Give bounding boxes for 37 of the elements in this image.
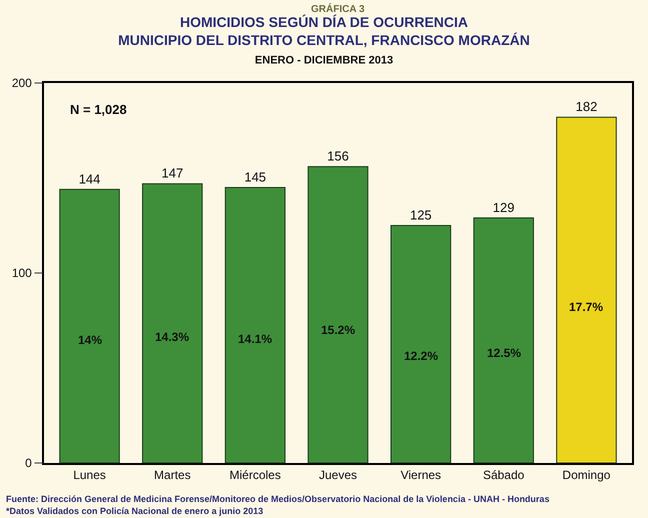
data-label: 156 [327, 148, 349, 164]
data-label: 144 [78, 171, 100, 186]
annotation: 15.2% [321, 323, 356, 337]
chart-title: HOMICIDIOS SEGÚN DÍA DE OCURRENCIA MUNICIPIO DEL DISTRITO CENTRAL, FRANCISCO MORAZÁN [118, 14, 530, 48]
y-tick-label: 200 [12, 76, 32, 90]
bar [224, 187, 286, 463]
bar [473, 217, 534, 463]
data-label: 129 [492, 200, 514, 215]
annotation: 14% [78, 333, 102, 347]
annotation: 17.7% [569, 300, 604, 314]
y-tick-label: 0 [25, 456, 32, 470]
annotation: 12.2% [404, 349, 438, 363]
text: GRÁFICA 3 [311, 3, 365, 15]
annotation: 14.3% [155, 330, 190, 344]
bar [308, 166, 368, 463]
x-tick-label: Domingo [562, 468, 611, 482]
data-label: 147 [162, 166, 184, 181]
data-label: 125 [410, 208, 432, 222]
x-tick-label: Lunes [73, 468, 106, 482]
x-tick-label: Martes [154, 468, 191, 482]
annotation: 12.5% [487, 346, 522, 360]
bar [390, 225, 452, 463]
bar [59, 188, 120, 463]
source-note: Fuente: Dirección General de Medicina Forense/Monitoreo de Medios/Observatorio Nacional de la Violencia - UNAH - Honduras [6, 494, 550, 504]
chart-subtitle: ENERO - DICIEMBRE 2013 [254, 54, 394, 66]
y-tick-label: 100 [12, 266, 32, 280]
data-label: 182 [576, 99, 598, 114]
bar [556, 116, 617, 463]
data-label: 145 [244, 170, 266, 184]
bar [142, 183, 203, 463]
x-tick-label: Miércoles [230, 468, 281, 482]
annotation: N = 1,028 [70, 102, 127, 117]
x-tick-label: Sábado [482, 468, 525, 482]
annotation: 14.1% [238, 332, 272, 346]
x-tick-label: Jueves [318, 468, 358, 482]
x-tick-label: Viernes [400, 468, 442, 482]
text: *Datos Validados con Policía Nacional de enero a junio 2013 [6, 506, 264, 516]
